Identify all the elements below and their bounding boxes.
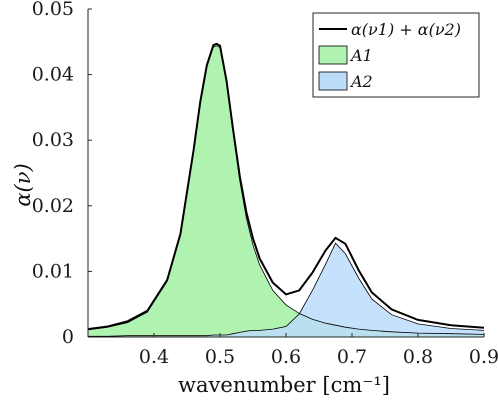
- y-tick-label: 0.01: [32, 260, 74, 282]
- y-axis-title: α(ν): [11, 163, 35, 206]
- ticks: 0.4 0.5 0.6 0.7 0.8 0.9 0 0.01 0.02 0.03 0.04 0.05: [32, 0, 498, 368]
- line-sum: [87, 42, 485, 331]
- area-fills: [88, 45, 484, 337]
- area-a2: [88, 243, 484, 337]
- x-tick-label: 0.5: [205, 346, 235, 368]
- y-tick-label: 0.04: [32, 64, 74, 86]
- series-lines: [87, 42, 485, 337]
- x-tick-label: 0.4: [139, 346, 169, 368]
- legend-label: α(ν1) + α(ν2): [351, 20, 461, 39]
- y-tick-label: 0.02: [32, 195, 74, 217]
- y-tick-label: 0.03: [32, 129, 74, 151]
- legend-label: A2: [349, 72, 373, 91]
- x-axis-title: wavenumber [cm⁻¹]: [178, 373, 390, 397]
- legend: α(ν1) + α(ν2) A1 A2: [312, 12, 480, 98]
- x-tick-label: 0.8: [403, 346, 433, 368]
- y-tick-label: 0.05: [32, 0, 74, 20]
- x-tick-label: 0.9: [469, 346, 498, 368]
- line-a2: [88, 242, 485, 337]
- x-tick-label: 0.6: [271, 346, 301, 368]
- x-tick-label: 0.7: [337, 346, 367, 368]
- legend-swatch-a2: [318, 71, 348, 91]
- legend-swatch-a1: [318, 45, 348, 65]
- area-a1: [88, 45, 484, 337]
- y-tick-label: 0: [62, 326, 74, 348]
- legend-label: A1: [349, 46, 373, 65]
